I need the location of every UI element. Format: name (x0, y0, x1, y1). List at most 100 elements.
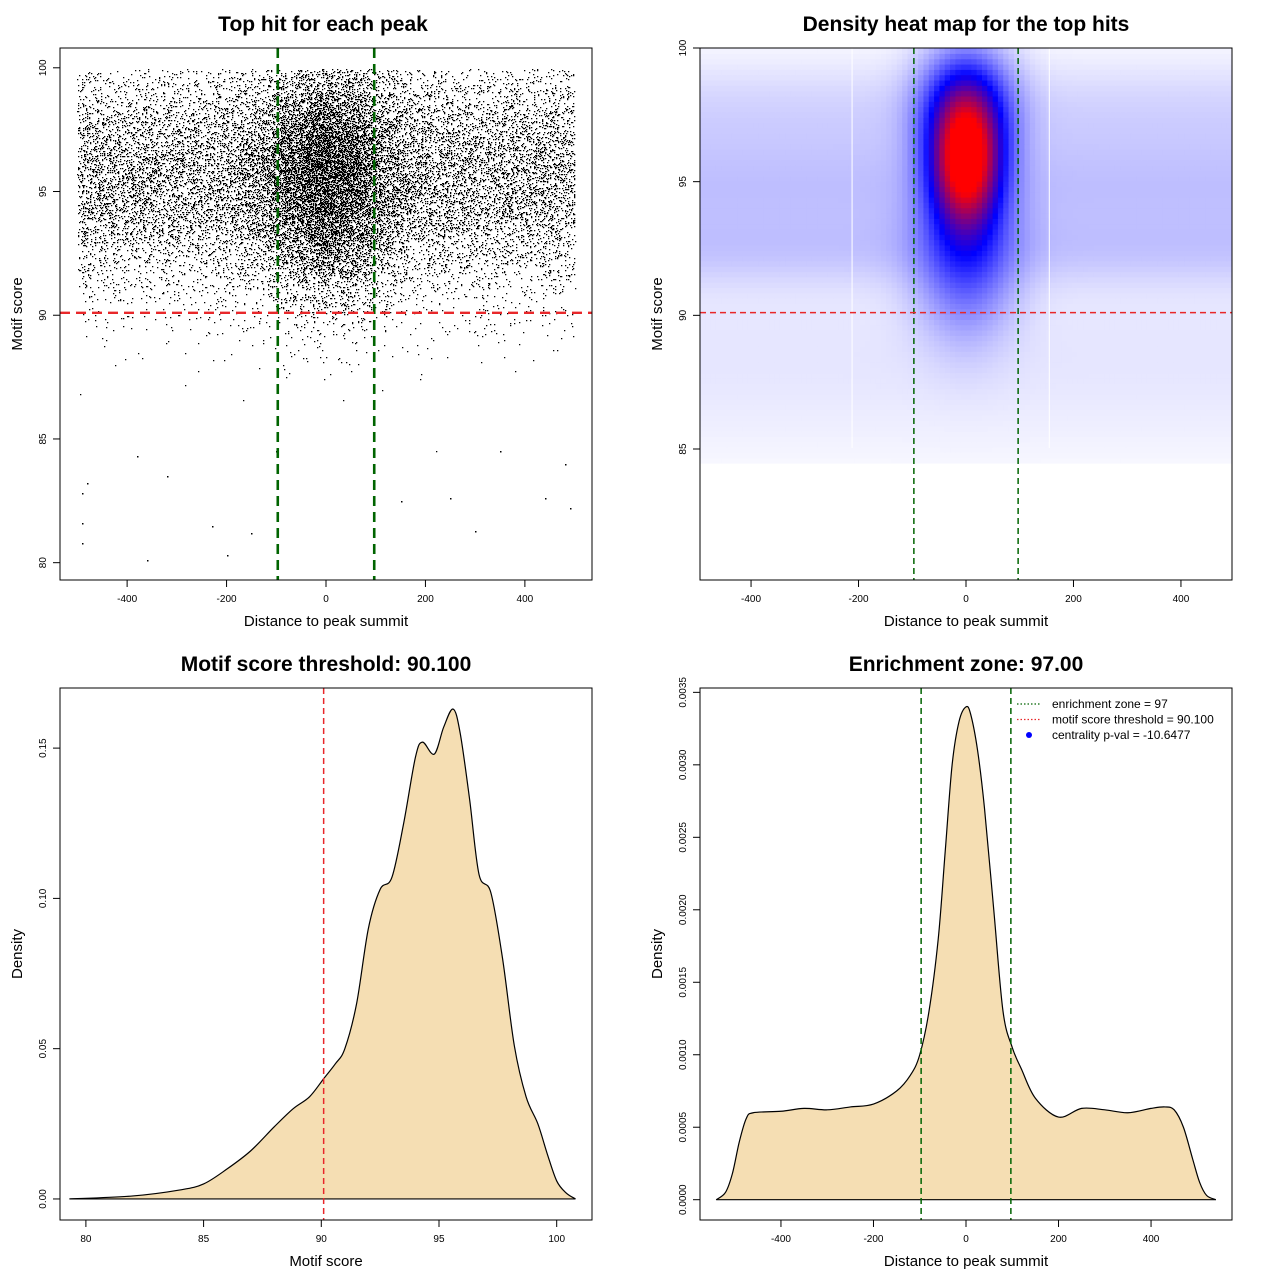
heatmap-cell (886, 319, 893, 326)
heatmap-cell (726, 255, 733, 262)
heatmap-cell (1189, 228, 1196, 235)
heatmap-cell (1072, 255, 1079, 262)
heatmap-cell (902, 287, 909, 294)
heatmap-cell (960, 207, 967, 214)
scatter-y-tick-label: 100 (38, 59, 49, 76)
heatmap-cell (939, 388, 946, 395)
heatmap-cell (955, 239, 962, 246)
heatmap-cell (1210, 218, 1217, 225)
heatmap-cell (859, 383, 866, 390)
heatmap-cell (737, 383, 744, 390)
heatmap-cell (1104, 335, 1111, 342)
heatmap-cell (981, 239, 988, 246)
heatmap-cell (880, 441, 887, 448)
heatmap-cell (843, 308, 850, 315)
heatmap-cell (1125, 404, 1132, 411)
heatmap-cell (737, 329, 744, 336)
heatmap-cell (928, 372, 935, 379)
heatmap-cell (992, 340, 999, 347)
heatmap-cell (1146, 372, 1153, 379)
heatmap-cell (934, 324, 940, 331)
heatmap-cell (1130, 399, 1137, 406)
heatmap-cell (785, 377, 792, 384)
heatmap-cell (817, 345, 823, 352)
heatmap-cell (1226, 218, 1232, 225)
heatmap-cell (987, 319, 994, 326)
heatmap-cell (950, 255, 956, 262)
heatmap-cell (758, 329, 765, 336)
heatmap-cell (971, 319, 978, 326)
heatmap-cell (928, 329, 935, 336)
heatmap-cell (715, 356, 722, 363)
heatmap-cell (801, 383, 807, 390)
heatmap-cell (1003, 223, 1010, 230)
heatmap-cell (1083, 244, 1089, 251)
heatmap-cell (1051, 393, 1058, 400)
heatmap-cell (715, 372, 722, 379)
heatmap-cell (843, 431, 850, 437)
heatmap-cell (763, 282, 770, 288)
heatmap-cell (854, 383, 861, 390)
heatmap-cell (1120, 436, 1127, 443)
heatmap-cell (966, 431, 972, 437)
heatmap-cell (801, 351, 807, 358)
heatmap-cell (1205, 303, 1212, 310)
heatmap-cell (1029, 431, 1036, 437)
heatmap-cell (1114, 367, 1121, 374)
heatmap-cell (726, 361, 733, 368)
heatmap-cell (827, 388, 834, 395)
heatmap-cell (742, 276, 749, 283)
heatmap-cell (811, 436, 818, 443)
heatmap-cell (1157, 351, 1164, 358)
heatmap-cell (870, 260, 877, 267)
heatmap-cell (918, 287, 925, 294)
heatmap-cell (1157, 324, 1164, 331)
heatmap-cell (1136, 388, 1143, 395)
heatmap-cell (1200, 372, 1206, 379)
heatmap-cell (817, 276, 823, 283)
heatmap-cell (769, 287, 776, 294)
heatmap-cell (1114, 329, 1121, 336)
heatmap-cell (774, 340, 781, 347)
heatmap-cell (1024, 266, 1031, 273)
heatmap-cell (700, 324, 706, 331)
heatmap-cell (1157, 340, 1164, 347)
heatmap-cell (1003, 234, 1010, 241)
heatmap-cell (715, 314, 722, 320)
heatmap-cell (737, 404, 744, 411)
heatmap-cell (731, 228, 738, 235)
heatmap-cell (1120, 298, 1127, 304)
heatmap-cell (795, 196, 802, 203)
heatmap-cell (992, 196, 999, 203)
heatmap-cell (811, 287, 818, 294)
heatmap-cell (928, 447, 935, 453)
heatmap-cell (785, 436, 792, 443)
heatmap-cell (1125, 345, 1132, 352)
heatmap-cell (987, 298, 994, 304)
heatmap-cell (1216, 388, 1222, 395)
heatmap-cell (1061, 308, 1068, 315)
heatmap-cell (811, 212, 818, 219)
heatmap-cell (731, 287, 738, 294)
heatmap-cell (1051, 361, 1058, 368)
heatmap-cell (976, 383, 983, 390)
heatmap-cell (896, 415, 903, 421)
heatmap-cell (742, 383, 749, 390)
heatmap-cell (715, 452, 722, 459)
heatmap-cell (944, 218, 951, 225)
heatmap-cell (1029, 298, 1036, 304)
heatmap-cell (827, 260, 834, 267)
heatmap-cell (1003, 367, 1010, 374)
heatmap-cell (1093, 409, 1100, 416)
heatmap-cell (1162, 447, 1169, 453)
heatmap-cell (987, 255, 994, 262)
heatmap-cell (833, 218, 839, 225)
heatmap-cell (790, 255, 797, 262)
heatmap-cell (1003, 196, 1010, 203)
heatmap-cell (1051, 271, 1058, 278)
heatmap-cell (795, 340, 802, 347)
heatmap-cell (1189, 404, 1196, 411)
heatmap-cell (934, 436, 940, 443)
heatmap-cell (1189, 335, 1196, 342)
heatmap-cell (833, 425, 839, 432)
